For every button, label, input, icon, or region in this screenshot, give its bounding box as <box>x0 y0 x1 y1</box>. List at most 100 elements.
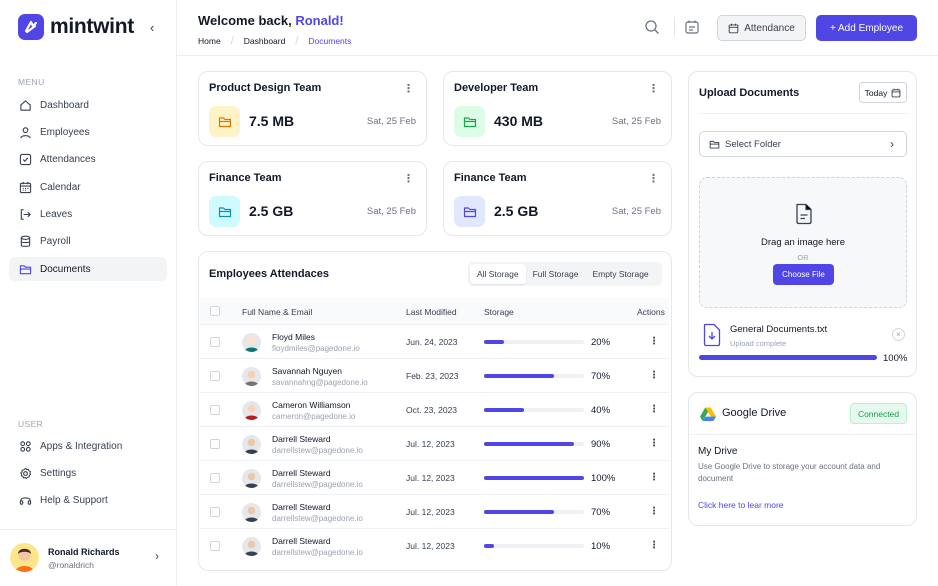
folder-card[interactable]: Developer Team ⋮ 430 MB Sat, 25 Feb <box>443 71 672 146</box>
storage-bar <box>484 442 584 446</box>
my-drive-title: My Drive <box>698 446 738 457</box>
more-vertical-icon[interactable]: ⋮ <box>648 83 659 95</box>
column-actions: Actions <box>637 307 665 317</box>
row-checkbox[interactable] <box>210 473 220 483</box>
grid-icon <box>20 440 31 452</box>
sidebar-item-apps[interactable]: Apps & Integration <box>9 434 167 458</box>
table-row[interactable]: Savannah Nguyen savannahng@pagedone.io Feb… <box>200 358 669 392</box>
learn-more-link[interactable]: Click here to lear more <box>698 500 784 510</box>
breadcrumb: Home / Dashboard / Documents <box>198 35 351 47</box>
document-icon <box>796 203 812 225</box>
filter-empty-storage[interactable]: Empty Storage <box>592 269 649 279</box>
storage-bar-fill <box>484 476 584 480</box>
filter-full-storage[interactable]: Full Storage <box>532 269 579 279</box>
sidebar-item-label: Attendances <box>40 153 96 165</box>
more-vertical-icon[interactable]: ⋮ <box>403 83 414 95</box>
folder-size: 2.5 GB <box>249 203 294 219</box>
more-vertical-icon[interactable]: ⋮ <box>649 472 659 483</box>
storage-bar-fill <box>484 408 524 412</box>
user-name: Ronald Richards <box>48 547 120 557</box>
table-row[interactable]: Darrell Steward darrellstew@pagedone.io Ju… <box>200 528 669 562</box>
more-vertical-icon[interactable]: ⋮ <box>649 540 659 551</box>
gear-icon <box>20 467 32 479</box>
add-employee-button[interactable]: + Add Employee <box>816 15 917 41</box>
sidebar-item-leaves[interactable]: Leaves <box>9 202 167 226</box>
calendar-icon <box>19 181 32 193</box>
date-filter-label: Today <box>864 87 888 98</box>
row-checkbox[interactable] <box>210 405 220 415</box>
storage-bar <box>484 476 584 480</box>
sidebar-item-documents[interactable]: Documents <box>9 257 167 281</box>
select-all-checkbox[interactable] <box>210 306 220 316</box>
breadcrumb-separator: / <box>295 35 299 47</box>
logo[interactable]: mintwint <box>18 14 134 40</box>
user-profile[interactable]: Ronald Richards @ronaldrich › <box>0 529 177 586</box>
storage-bar-fill <box>484 510 554 514</box>
notes-icon[interactable] <box>684 19 700 35</box>
more-vertical-icon[interactable]: ⋮ <box>649 336 659 347</box>
row-checkbox[interactable] <box>210 337 220 347</box>
search-icon[interactable] <box>644 19 660 35</box>
filter-all-storage[interactable]: All Storage <box>470 264 526 284</box>
more-vertical-icon[interactable]: ⋮ <box>403 173 414 185</box>
table-row[interactable]: Darrell Steward darrellstew@pagedone.io Ju… <box>200 494 669 528</box>
last-modified: Oct. 23, 2023 <box>406 405 458 415</box>
select-folder-dropdown[interactable]: Select Folder › <box>699 131 907 157</box>
table-row[interactable]: Cameron Williamson cameron@pagedone.io Oct… <box>200 392 669 426</box>
avatar <box>242 469 261 488</box>
sidebar-item-label: Employees <box>40 126 90 138</box>
table-row[interactable]: Darrell Steward darrellstew@pagedone.io Ju… <box>200 460 669 494</box>
attendance-button[interactable]: Attendance <box>717 15 806 41</box>
avatar <box>242 537 261 556</box>
date-filter-button[interactable]: Today <box>859 82 907 103</box>
sidebar-item-dashboard[interactable]: Dashboard <box>9 93 167 117</box>
more-vertical-icon[interactable]: ⋮ <box>649 506 659 517</box>
employee-email: cameron@pagedone.io <box>272 412 356 421</box>
table-row[interactable]: Floyd Miles floydmiles@pagedone.io Jun. 24… <box>200 324 669 358</box>
folder-card[interactable]: Finance Team ⋮ 2.5 GB Sat, 25 Feb <box>198 161 427 236</box>
folder-title: Developer Team <box>454 82 539 94</box>
row-checkbox[interactable] <box>210 507 220 517</box>
folder-card[interactable]: Product Design Team ⋮ 7.5 MB Sat, 25 Feb <box>198 71 427 146</box>
upload-progress-bar <box>699 355 877 360</box>
sidebar-item-calendar[interactable]: Calendar <box>9 175 167 199</box>
breadcrumb-separator: / <box>230 35 234 47</box>
more-vertical-icon[interactable]: ⋮ <box>649 370 659 381</box>
storage-bar <box>484 374 584 378</box>
more-vertical-icon[interactable]: ⋮ <box>649 404 659 415</box>
row-checkbox[interactable] <box>210 439 220 449</box>
breadcrumb-home[interactable]: Home <box>198 36 221 46</box>
sidebar-item-help[interactable]: Help & Support <box>9 488 167 512</box>
more-vertical-icon[interactable]: ⋮ <box>649 438 659 449</box>
employee-name: Darrell Steward <box>272 434 331 444</box>
sidebar-item-payroll[interactable]: Payroll <box>9 229 167 253</box>
sidebar-item-label: Settings <box>40 467 77 479</box>
sidebar-item-label: Documents <box>40 263 91 275</box>
welcome-name: Ronald! <box>295 13 344 28</box>
storage-bar-fill <box>484 544 494 548</box>
menu-section-label: MENU <box>18 77 45 87</box>
folder-card[interactable]: Finance Team ⋮ 2.5 GB Sat, 25 Feb <box>443 161 672 236</box>
choose-file-button[interactable]: Choose File <box>773 264 834 285</box>
sidebar-item-settings[interactable]: Settings <box>9 461 167 485</box>
row-checkbox[interactable] <box>210 371 220 381</box>
close-icon[interactable]: × <box>892 328 905 341</box>
sidebar-item-attendances[interactable]: Attendances <box>9 147 167 171</box>
column-name: Full Name & Email <box>242 307 313 317</box>
breadcrumb-dashboard[interactable]: Dashboard <box>243 36 286 46</box>
sidebar-item-employees[interactable]: Employees <box>9 120 167 144</box>
sidebar-item-label: Dashboard <box>40 99 89 111</box>
storage-bar-fill <box>484 340 504 344</box>
chevron-right-icon[interactable]: › <box>155 549 159 563</box>
avatar <box>242 333 261 352</box>
chevron-left-icon[interactable]: ‹ <box>150 20 155 35</box>
table-row[interactable]: Darrell Steward darrellstew@pagedone.io Ju… <box>200 426 669 460</box>
row-checkbox[interactable] <box>210 541 220 551</box>
sidebar-item-label: Help & Support <box>40 494 108 506</box>
drop-zone[interactable]: Drag an image here OR Choose File <box>699 177 907 308</box>
connected-badge[interactable]: Connected <box>850 403 907 424</box>
attendance-title: Employees Attendaces <box>209 268 330 280</box>
folder-icon <box>709 140 720 149</box>
avatar <box>242 435 261 454</box>
more-vertical-icon[interactable]: ⋮ <box>648 173 659 185</box>
